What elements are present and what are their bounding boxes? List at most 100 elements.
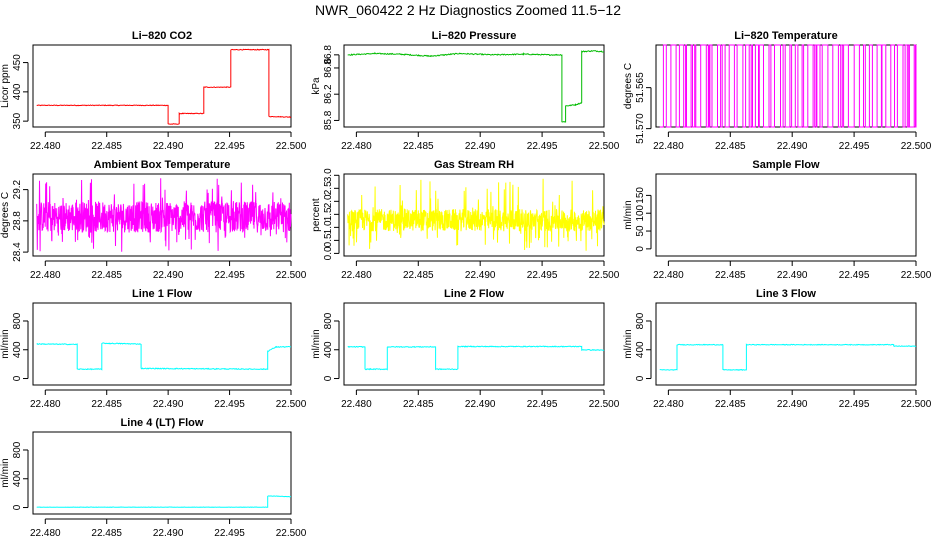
data-series [659, 44, 917, 128]
x-tick-label: 22.495 [214, 141, 245, 152]
y-axis-label: kPa [311, 77, 322, 95]
y-tick-label: 350 [12, 112, 23, 129]
x-tick-label: 22.490 [465, 270, 496, 281]
plot-frame [32, 302, 292, 386]
chart-panel: Li−820 Pressure 22.480 22.485 22.490 22.495 2… [311, 30, 620, 152]
y-tick-label: 400 [635, 341, 646, 358]
x-axis: 22.480 22.485 22.490 22.495 22.500 [653, 131, 932, 152]
series-line [36, 48, 292, 125]
y-tick-label: 100 [635, 204, 646, 221]
data-series [347, 178, 605, 251]
x-tick-label: 22.485 [91, 399, 122, 410]
page-title: NWR_060422 2 Hz Diagnostics Zoomed 11.5−… [315, 2, 621, 18]
y-tick-label: 85.8 [323, 110, 334, 130]
x-tick-label: 22.500 [589, 270, 620, 281]
plot-frame [32, 431, 292, 515]
x-tick-label: 22.480 [341, 141, 372, 152]
x-tick-label: 22.490 [777, 399, 808, 410]
x-axis: 22.480 22.485 22.490 22.495 22.500 [653, 389, 932, 410]
x-tick-label: 22.495 [839, 270, 870, 281]
y-tick-label: 800 [12, 441, 23, 458]
x-tick-label: 22.485 [403, 141, 434, 152]
y-tick-label: 0 [635, 375, 646, 381]
y-tick-label: 800 [12, 312, 23, 329]
x-tick-label: 22.495 [214, 270, 245, 281]
x-tick-label: 22.495 [839, 399, 870, 410]
chart-title: Line 3 Flow [756, 288, 816, 300]
x-axis: 22.480 22.485 22.490 22.495 22.500 [30, 260, 307, 281]
plot-frame [343, 173, 605, 257]
y-axis-label: ml/min [0, 329, 11, 358]
y-tick-label: 51.565 [635, 72, 646, 103]
plot-frame [343, 44, 605, 128]
x-tick-label: 22.495 [527, 399, 558, 410]
x-tick-label: 22.500 [589, 141, 620, 152]
series-line [36, 495, 291, 508]
x-tick-label: 22.500 [901, 399, 932, 410]
y-tick-label: 28.8 [12, 211, 23, 231]
chart-title: Ambient Box Temperature [94, 159, 231, 171]
x-axis: 22.480 22.485 22.490 22.495 22.500 [653, 260, 932, 281]
y-tick-label: 150 [635, 187, 646, 204]
x-tick-label: 22.495 [527, 270, 558, 281]
x-tick-label: 22.495 [527, 141, 558, 152]
y-axis-label: ml/min [623, 329, 634, 358]
x-tick-label: 22.480 [341, 270, 372, 281]
y-tick-label: 86.2 [323, 84, 334, 104]
chart-title: Li−820 Pressure [432, 30, 517, 42]
y-tick-label: 1.5 [323, 207, 334, 221]
x-tick-label: 22.480 [653, 399, 684, 410]
y-tick-label: 50 [635, 225, 646, 237]
x-tick-label: 22.485 [91, 528, 122, 539]
plot-frame [655, 302, 917, 386]
data-series [36, 342, 292, 371]
x-tick-label: 22.500 [901, 141, 932, 152]
y-axis-label: Licor ppm [0, 64, 11, 108]
x-tick-label: 22.500 [276, 141, 307, 152]
plot-frame [343, 302, 605, 386]
y-tick-label: 0.0 [323, 246, 334, 260]
x-tick-label: 22.490 [153, 270, 184, 281]
series-line [347, 50, 604, 123]
data-series [36, 48, 292, 125]
y-axis-label: degrees C [0, 192, 11, 238]
x-tick-label: 22.495 [214, 528, 245, 539]
x-tick-label: 22.485 [715, 399, 746, 410]
y-tick-label: 0 [12, 375, 23, 381]
x-tick-label: 22.480 [30, 270, 61, 281]
chart-panel: Li−820 CO2 22.480 22.485 22.490 22.495 22.500… [0, 30, 307, 152]
x-tick-label: 22.485 [715, 141, 746, 152]
data-series [347, 345, 605, 371]
x-tick-label: 22.490 [465, 399, 496, 410]
series-line [36, 342, 292, 371]
chart-title: Gas Stream RH [434, 159, 514, 171]
y-tick-label: 0 [323, 375, 334, 381]
y-tick-label: 400 [12, 341, 23, 358]
y-tick-label: 400 [12, 83, 23, 100]
chart-panel: Ambient Box Temperature 22.480 22.485 22.49… [0, 159, 307, 281]
y-axis-label: percent [311, 198, 322, 232]
x-tick-label: 22.490 [465, 141, 496, 152]
y-tick-label: 0.5 [323, 233, 334, 247]
data-series [36, 178, 292, 252]
x-tick-label: 22.480 [30, 528, 61, 539]
chart-title: Line 4 (LT) Flow [121, 417, 204, 429]
x-tick-label: 22.485 [91, 141, 122, 152]
chart-title: Sample Flow [752, 159, 820, 171]
y-tick-label: 0 [12, 504, 23, 510]
x-tick-label: 22.495 [214, 399, 245, 410]
x-tick-label: 22.485 [715, 270, 746, 281]
series-line [36, 178, 292, 252]
plot-frame [655, 173, 917, 257]
x-axis: 22.480 22.485 22.490 22.495 22.500 [341, 260, 620, 281]
y-axis-label: ml/min [623, 200, 634, 229]
x-axis: 22.480 22.485 22.490 22.495 22.500 [341, 389, 620, 410]
x-axis: 22.480 22.485 22.490 22.495 22.500 [30, 518, 307, 539]
